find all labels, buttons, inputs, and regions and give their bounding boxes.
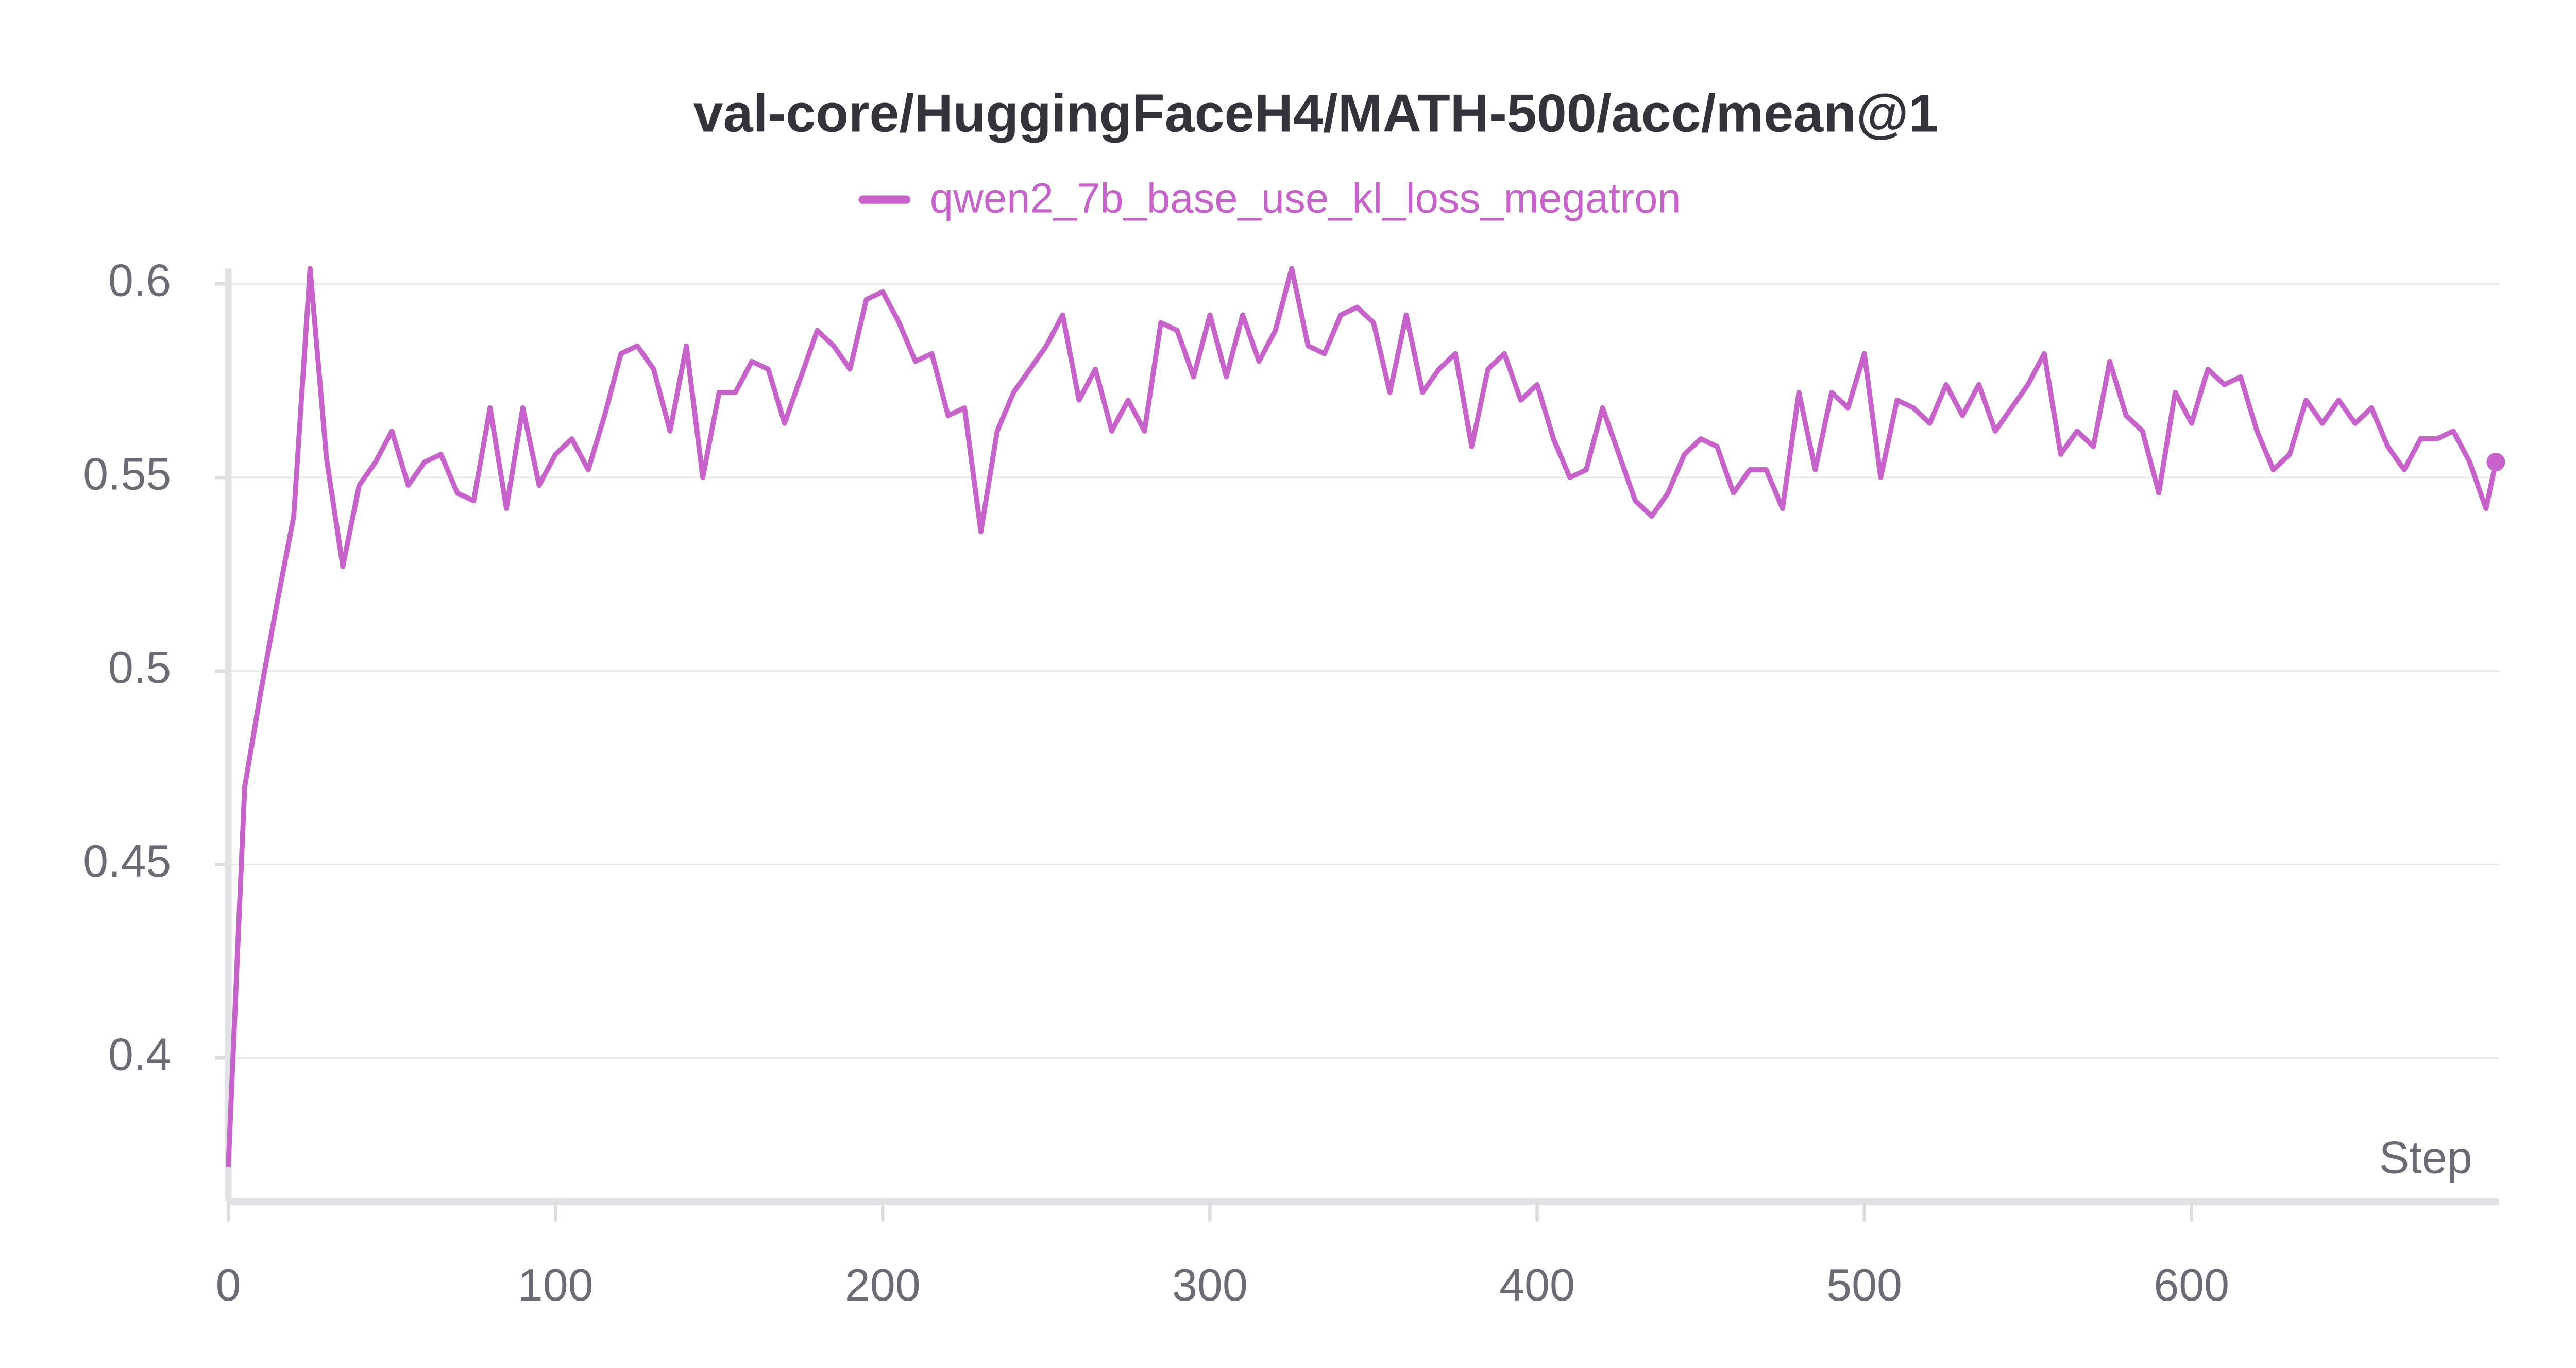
chart-title: val-core/HuggingFaceH4/MATH-500/acc/mean…: [693, 84, 1939, 144]
x-tick-label: 300: [1172, 1259, 1248, 1310]
y-tick-label: 0.6: [108, 255, 171, 306]
x-tick-label: 200: [845, 1259, 921, 1310]
legend-label: qwen2_7b_base_use_kl_loss_megatron: [930, 175, 1681, 221]
x-tick-label: 400: [1499, 1259, 1575, 1310]
x-tick-label: 500: [1826, 1259, 1902, 1310]
y-tick-label: 0.5: [108, 642, 171, 693]
x-axis-label: Step: [2379, 1132, 2472, 1183]
y-tick-label: 0.4: [108, 1029, 171, 1080]
x-tick-label: 100: [518, 1259, 594, 1310]
x-tick-label: 600: [2154, 1259, 2229, 1310]
y-tick-label: 0.45: [83, 835, 171, 886]
end-marker: [2486, 453, 2505, 471]
series-line: [226, 266, 2499, 1167]
y-tick-label: 0.55: [83, 448, 171, 499]
x-tick-label: 0: [216, 1259, 241, 1310]
